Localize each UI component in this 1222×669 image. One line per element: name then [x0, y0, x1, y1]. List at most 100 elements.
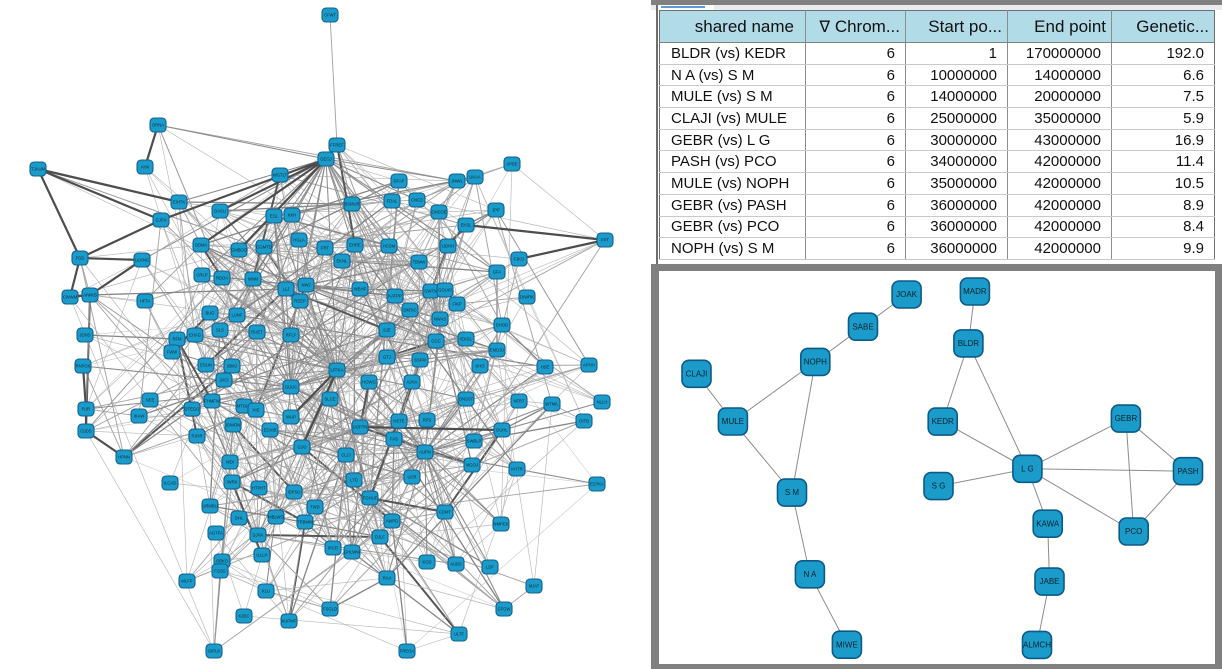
svg-text:ONSOE: ONSOE — [431, 210, 446, 215]
svg-text:FDAL: FDAL — [387, 199, 398, 204]
svg-text:GOUIS: GOUIS — [438, 288, 452, 293]
svg-text:S G: S G — [932, 482, 946, 491]
svg-text:ILCAD: ILCAD — [164, 481, 176, 486]
svg-text:UDHH: UDHH — [442, 244, 454, 249]
svg-text:WUP: WUP — [286, 415, 296, 420]
svg-text:DIWRK: DIWRK — [520, 295, 534, 300]
svg-text:AUBS: AUBS — [450, 562, 462, 567]
svg-text:AHK: AHK — [141, 165, 150, 170]
svg-text:ALMCH: ALMCH — [1023, 641, 1051, 650]
svg-text:REEP: REEP — [294, 299, 306, 304]
svg-text:ORNA: ORNA — [152, 123, 164, 128]
svg-text:SWBLP: SWBLP — [467, 439, 482, 444]
svg-text:MTGHL: MTGHL — [237, 404, 252, 409]
svg-text:KKH: KKH — [288, 213, 297, 218]
svg-text:FIKP: FIKP — [452, 302, 462, 307]
svg-text:SSFM: SSFM — [414, 358, 426, 363]
svg-text:SJE: SJE — [383, 328, 391, 333]
svg-text:WTMIL: WTMIL — [545, 402, 559, 407]
svg-text:FREOA: FREOA — [400, 649, 415, 654]
svg-text:KEDR: KEDR — [932, 417, 954, 426]
svg-text:DHL: DHL — [235, 516, 244, 521]
svg-text:NWAS: NWAS — [434, 317, 447, 322]
svg-text:IEKSL: IEKSL — [460, 337, 473, 342]
svg-text:ESL: ESL — [270, 214, 279, 219]
svg-text:CLAJI: CLAJI — [686, 369, 708, 378]
svg-text:ILLLH: ILLLH — [256, 553, 267, 558]
svg-text:WDI: WDI — [226, 460, 234, 465]
svg-text:CLCI: CLCI — [341, 453, 351, 458]
svg-text:RFLF: RFLF — [286, 333, 297, 338]
svg-text:TRBMW: TRBMW — [297, 520, 313, 525]
svg-text:TBMW: TBMW — [413, 260, 426, 265]
svg-text:CDMT: CDMT — [439, 510, 452, 515]
svg-text:GJFN: GJFN — [156, 218, 167, 223]
svg-text:MGOJ: MGOJ — [466, 463, 478, 468]
svg-text:IDWON: IDWON — [226, 423, 240, 428]
svg-text:LDF: LDF — [486, 565, 494, 570]
svg-text:RFM: RFM — [172, 337, 182, 342]
svg-text:BUG: BUG — [205, 311, 214, 316]
svg-text:HTPHT: HTPHT — [252, 486, 266, 491]
svg-text:KHO: KHO — [475, 364, 485, 369]
svg-text:AWPD: AWPD — [386, 519, 398, 524]
svg-text:MJAT: MJAT — [529, 584, 540, 589]
svg-text:UKAA: UKAA — [469, 175, 481, 180]
svg-text:BSMUR: BSMUR — [344, 202, 359, 207]
svg-text:NWJ: NWJ — [301, 283, 310, 288]
svg-text:PPT: PPT — [601, 238, 610, 243]
svg-text:UCR: UCR — [407, 475, 416, 480]
svg-text:MLFP: MLFP — [181, 579, 192, 584]
svg-text:GTJ: GTJ — [383, 355, 391, 360]
svg-text:AJHA: AJHA — [407, 380, 418, 385]
svg-text:KLU: KLU — [262, 589, 270, 594]
svg-text:HCDM: HCDM — [383, 244, 396, 249]
svg-text:LTD: LTD — [350, 478, 358, 483]
svg-text:OJDS: OJDS — [80, 429, 91, 434]
svg-text:FSGLD: FSGLD — [323, 607, 337, 612]
svg-text:PASH: PASH — [1177, 467, 1198, 476]
svg-text:EKSL: EKSL — [461, 223, 472, 228]
svg-text:PCO: PCO — [1125, 527, 1142, 536]
svg-text:LUNF: LUNF — [232, 313, 243, 318]
svg-text:KHTR: KHTR — [511, 467, 522, 472]
svg-text:JABE: JABE — [1039, 577, 1059, 586]
svg-text:RJR: RJR — [82, 407, 90, 412]
svg-text:ESUN: ESUN — [200, 363, 212, 368]
svg-text:IDPSU: IDPSU — [288, 490, 301, 495]
svg-text:FWW: FWW — [167, 350, 178, 355]
svg-text:KAWA: KAWA — [1036, 519, 1060, 528]
svg-text:JOAK: JOAK — [896, 290, 918, 299]
svg-text:LLJ: LLJ — [283, 287, 290, 292]
svg-text:AGTFA: AGTFA — [209, 531, 223, 536]
svg-text:HPNN: HPNN — [118, 455, 130, 460]
svg-text:SABE: SABE — [852, 322, 873, 331]
svg-text:OBKO: OBKO — [216, 559, 229, 564]
svg-text:TJAUM: TJAUM — [31, 167, 45, 172]
svg-text:S M: S M — [785, 488, 800, 497]
svg-text:RAA: RAA — [383, 576, 392, 581]
svg-text:SLCE: SLCE — [325, 397, 336, 402]
svg-text:MADR: MADR — [963, 287, 987, 296]
svg-text:DFAP: DFAP — [394, 179, 405, 184]
svg-text:FFREF: FFREF — [330, 143, 344, 148]
svg-text:HIE: HIE — [253, 408, 260, 413]
svg-text:EHAG: EHAG — [189, 333, 201, 338]
svg-text:CNCD: CNCD — [411, 198, 423, 203]
svg-text:URMBU: URMBU — [202, 504, 217, 509]
svg-text:NFRT: NFRT — [513, 399, 525, 404]
svg-text:HGLA: HGLA — [293, 238, 305, 243]
svg-text:HSTE: HSTE — [393, 419, 404, 424]
svg-text:HSE: HSE — [541, 365, 550, 370]
svg-text:GUUC: GUUC — [285, 385, 297, 390]
svg-text:JPP: JPP — [492, 208, 500, 213]
svg-text:MBLWO: MBLWO — [268, 515, 284, 520]
svg-text:GEGJ: GEGJ — [320, 157, 331, 162]
svg-text:FJKO: FJKO — [514, 257, 525, 262]
svg-text:JMWL: JMWL — [451, 179, 464, 184]
svg-text:FGHUF: FGHUF — [363, 496, 378, 501]
svg-text:IKAW: IKAW — [134, 414, 145, 419]
svg-text:KATPP: KATPP — [388, 294, 402, 299]
svg-text:RNPOK: RNPOK — [76, 364, 91, 369]
svg-text:IPCFI: IPCFI — [328, 546, 339, 551]
